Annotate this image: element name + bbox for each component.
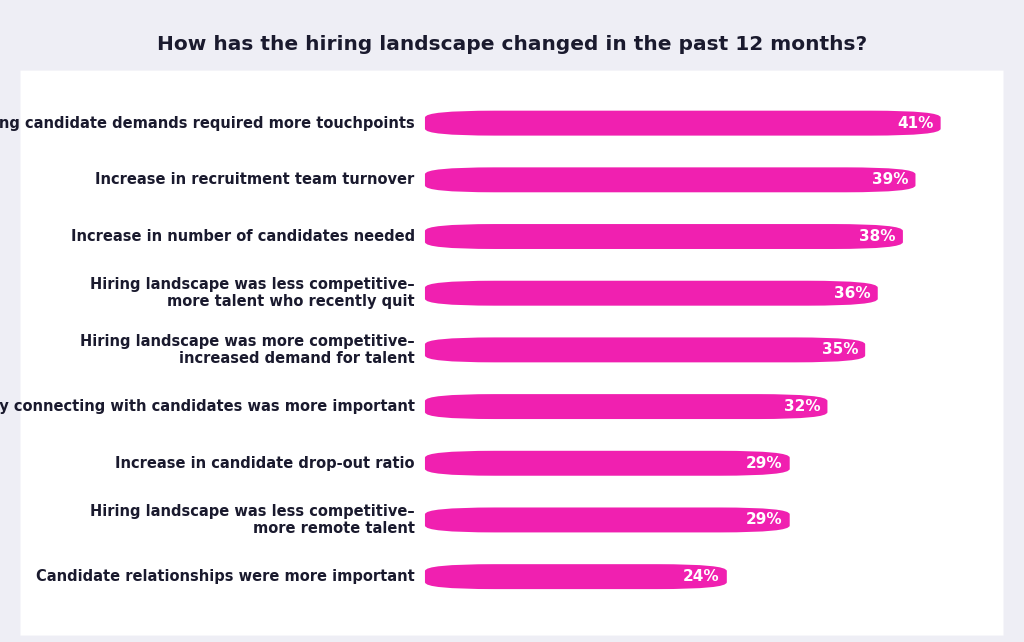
- Text: Growing candidate demands required more touchpoints: Growing candidate demands required more …: [0, 116, 415, 130]
- FancyBboxPatch shape: [425, 168, 915, 193]
- Text: Candidate relationships were more important: Candidate relationships were more import…: [36, 569, 415, 584]
- FancyBboxPatch shape: [425, 338, 865, 362]
- Text: 38%: 38%: [859, 229, 896, 244]
- FancyBboxPatch shape: [425, 281, 878, 306]
- Text: 29%: 29%: [746, 512, 782, 528]
- FancyBboxPatch shape: [425, 451, 790, 476]
- Text: 39%: 39%: [872, 172, 908, 187]
- Text: Increase in recruitment team turnover: Increase in recruitment team turnover: [95, 172, 415, 187]
- Text: 32%: 32%: [783, 399, 820, 414]
- Text: 35%: 35%: [821, 342, 858, 358]
- FancyBboxPatch shape: [425, 507, 790, 532]
- Text: 29%: 29%: [746, 456, 782, 471]
- Text: Hiring landscape was less competitive–
more remote talent: Hiring landscape was less competitive– m…: [90, 504, 415, 536]
- FancyBboxPatch shape: [425, 224, 903, 249]
- Text: Hiring landscape was less competitive–
more talent who recently quit: Hiring landscape was less competitive– m…: [90, 277, 415, 309]
- FancyBboxPatch shape: [425, 564, 727, 589]
- Text: Increase in candidate drop-out ratio: Increase in candidate drop-out ratio: [116, 456, 415, 471]
- Text: 41%: 41%: [897, 116, 934, 130]
- Text: Quickly connecting with candidates was more important: Quickly connecting with candidates was m…: [0, 399, 415, 414]
- FancyBboxPatch shape: [425, 394, 827, 419]
- Text: How has the hiring landscape changed in the past 12 months?: How has the hiring landscape changed in …: [157, 35, 867, 55]
- FancyBboxPatch shape: [425, 110, 941, 135]
- Text: 24%: 24%: [683, 569, 720, 584]
- Text: Hiring landscape was more competitive–
increased demand for talent: Hiring landscape was more competitive– i…: [80, 334, 415, 366]
- Text: 36%: 36%: [835, 286, 870, 300]
- Text: Increase in number of candidates needed: Increase in number of candidates needed: [71, 229, 415, 244]
